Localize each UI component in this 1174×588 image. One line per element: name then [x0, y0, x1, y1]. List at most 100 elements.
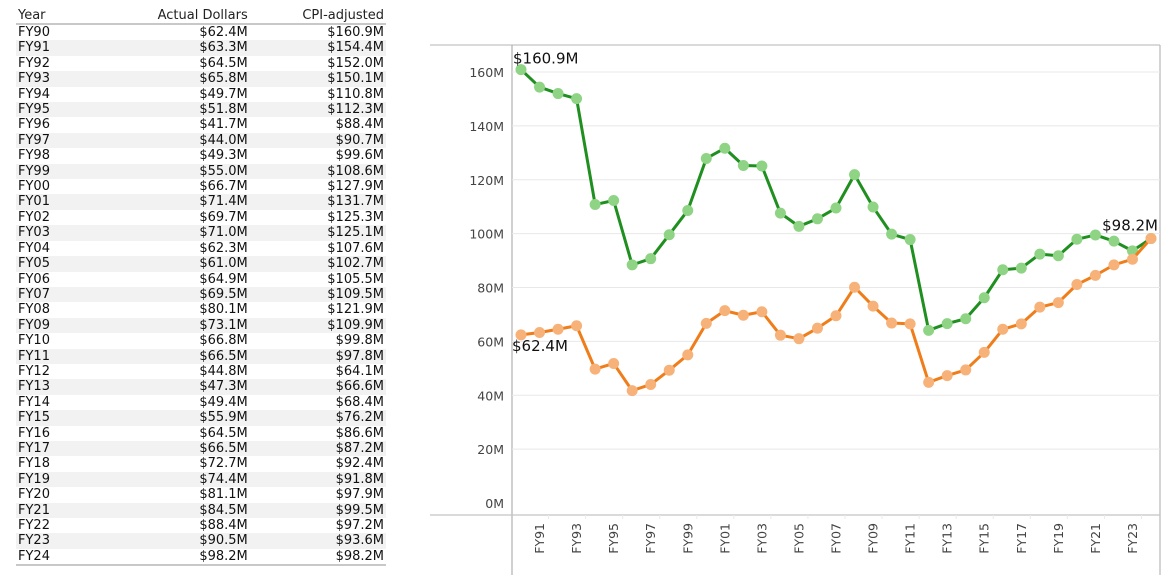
cell-year: FY24 — [16, 548, 100, 567]
table-row: FY93 $65.8M $150.1M — [16, 71, 386, 87]
table-row: FY01 $71.4M $131.7M — [16, 194, 386, 210]
table-row: FY14 $49.4M $68.4M — [16, 395, 386, 410]
data-point-cpi-adjusted — [756, 160, 768, 172]
cell-cpi-adjusted: $150.1M — [249, 71, 386, 87]
data-point-cpi-adjusted — [719, 142, 731, 154]
cell-year: FY93 — [16, 71, 100, 87]
cell-actual-dollars: $64.9M — [199, 271, 248, 287]
data-point-actual-dollars — [663, 364, 675, 376]
y-tick-label: 120M — [469, 173, 504, 188]
table-row: FY04 $62.3M $107.6M — [16, 241, 386, 256]
cell-year: FY14 — [18, 394, 50, 410]
data-point-actual-dollars — [1034, 301, 1046, 313]
cell-year: FY11 — [16, 348, 100, 364]
cell-year: FY04 — [18, 240, 50, 256]
data-point-cpi-adjusted — [663, 229, 675, 241]
cell-year: FY07 — [16, 286, 100, 303]
data-point-cpi-adjusted — [1126, 245, 1138, 257]
data-point-actual-dollars — [886, 317, 898, 329]
cell-actual-dollars: $41.7M — [199, 117, 248, 133]
table-row: FY06 $64.9M $105.5M — [16, 272, 386, 287]
cell-year: FY22 — [18, 518, 50, 533]
x-tick-label: FY17 — [1014, 523, 1029, 554]
data-point-actual-dollars — [1052, 297, 1064, 309]
cell-cpi-adjusted: $86.6M — [335, 425, 384, 441]
data-point-actual-dollars — [774, 329, 786, 341]
data-point-cpi-adjusted — [1108, 235, 1120, 247]
data-point-actual-dollars — [941, 370, 953, 382]
data-point-actual-dollars — [534, 326, 546, 338]
data-point-actual-dollars — [589, 363, 601, 375]
y-tick-label: 140M — [469, 119, 504, 134]
table-row: FY13 $47.3M $66.6M — [16, 379, 386, 395]
data-point-cpi-adjusted — [700, 152, 712, 164]
y-tick-label: 80M — [477, 281, 504, 296]
cell-actual-dollars: $49.7M — [199, 86, 248, 102]
data-point-actual-dollars — [978, 346, 990, 358]
data-point-actual-dollars — [904, 318, 916, 330]
table-row: FY02 $69.7M $125.3M — [16, 210, 386, 225]
cell-actual-dollars: $65.8M — [100, 71, 250, 87]
cell-cpi-adjusted: $87.2M — [249, 440, 386, 457]
cell-cpi-adjusted: $102.7M — [249, 256, 386, 272]
cell-cpi-adjusted: $93.6M — [249, 533, 386, 549]
cell-year: FY98 — [18, 148, 50, 164]
y-tick-label: 60M — [477, 334, 504, 349]
data-point-actual-dollars — [811, 322, 823, 334]
table-row: FY22 $88.4M $97.2M — [16, 518, 386, 533]
data-point-cpi-adjusted — [589, 199, 601, 211]
data-point-actual-dollars — [867, 300, 879, 312]
x-tick-label: FY15 — [977, 523, 992, 554]
cell-year: FY99 — [16, 163, 100, 180]
cell-actual-dollars: $88.4M — [199, 518, 248, 533]
y-tick-label: 40M — [477, 388, 504, 403]
data-point-cpi-adjusted — [978, 292, 990, 304]
cell-actual-dollars: $66.8M — [199, 333, 248, 349]
data-point-actual-dollars — [515, 329, 527, 341]
data-point-cpi-adjusted — [941, 318, 953, 330]
x-tick-label: FY13 — [940, 523, 955, 554]
cell-actual-dollars: $71.0M — [100, 225, 250, 241]
data-point-cpi-adjusted — [737, 159, 749, 171]
x-tick-label: FY97 — [643, 523, 658, 554]
cell-actual-dollars: $44.8M — [199, 363, 248, 379]
data-point-cpi-adjusted — [1071, 233, 1083, 245]
cell-year: FY08 — [18, 302, 50, 318]
table-row: FY23 $90.5M $93.6M — [16, 533, 386, 549]
column-header-actual-dollars: Actual Dollars — [100, 6, 250, 25]
x-tick-label: FY99 — [680, 523, 695, 554]
y-axis-ticks: 0M 20M 40M 60M 80M 100M 120M 140M 160M — [469, 65, 504, 511]
table-row: FY21 $84.5M $99.5M — [16, 502, 386, 518]
cell-year: FY02 — [18, 209, 50, 225]
cell-year: FY23 — [16, 533, 100, 549]
table-row: FY11 $66.5M $97.8M — [16, 348, 386, 364]
cell-actual-dollars: $64.5M — [199, 425, 248, 441]
cell-cpi-adjusted: $105.5M — [327, 271, 384, 287]
cell-year: FY13 — [16, 379, 100, 395]
data-table: Year Actual Dollars CPI-adjusted FY90 $62… — [16, 6, 386, 567]
table-row: FY20 $81.1M $97.9M — [16, 487, 386, 502]
cell-year: FY16 — [18, 425, 50, 441]
cell-actual-dollars: $66.5M — [100, 348, 250, 364]
cell-year: FY09 — [16, 317, 100, 334]
data-point-actual-dollars — [1089, 269, 1101, 281]
data-point-actual-dollars — [923, 376, 935, 388]
column-header-year: Year — [16, 6, 100, 25]
cell-actual-dollars: $74.4M — [100, 471, 250, 488]
data-point-cpi-adjusted — [1034, 248, 1046, 260]
table-row: FY24 $98.2M $98.2M — [16, 548, 386, 567]
cell-cpi-adjusted: $99.6M — [335, 148, 384, 164]
data-point-cpi-adjusted — [867, 201, 879, 213]
cell-cpi-adjusted: $92.4M — [335, 456, 384, 472]
cell-actual-dollars: $81.1M — [199, 487, 248, 503]
x-axis-ticks: FY91 FY93 FY95 FY97 FY99 FY01 FY03 FY05 FY07 FY09… — [532, 515, 1142, 554]
data-point-cpi-adjusted — [626, 259, 638, 271]
cell-actual-dollars: $63.3M — [100, 40, 250, 56]
data-point-cpi-adjusted — [1089, 229, 1101, 241]
x-tick-label: FY11 — [903, 523, 918, 554]
cell-cpi-adjusted: $88.4M — [335, 117, 384, 133]
data-point-cpi-adjusted — [515, 64, 527, 76]
x-tick-label: FY91 — [532, 523, 547, 554]
table-row: FY10 $66.8M $99.8M — [16, 333, 386, 348]
